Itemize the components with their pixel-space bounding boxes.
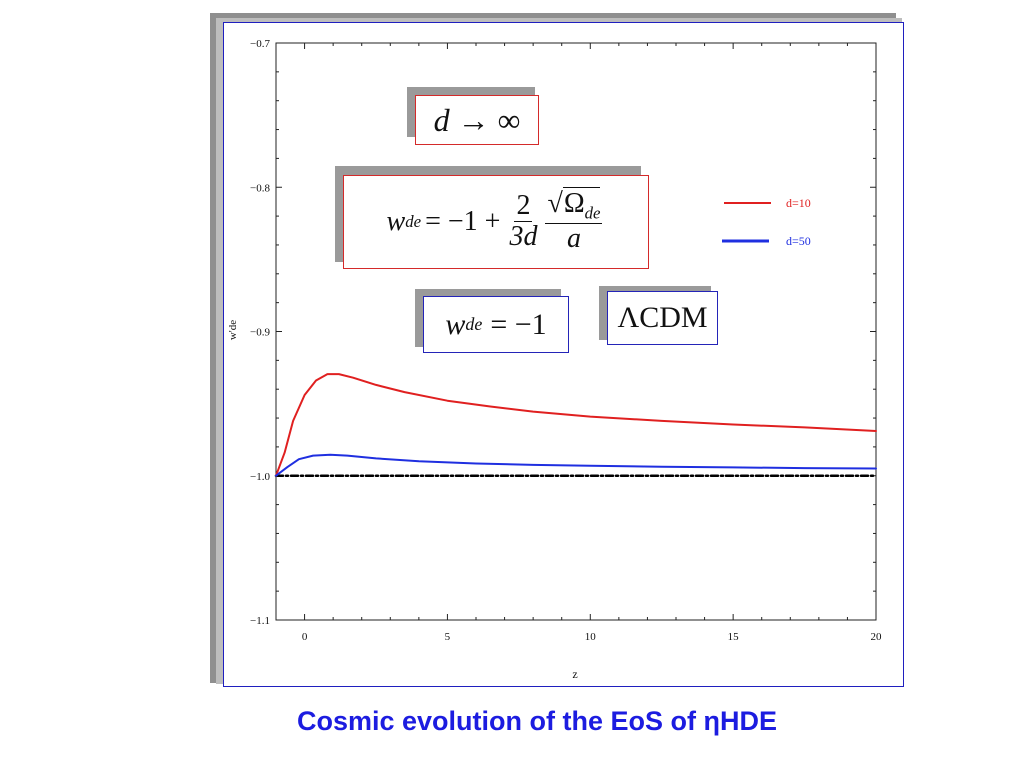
wde-rhs: = −1	[490, 307, 547, 341]
series-line-d50	[275, 453, 877, 477]
formula-eq: = −1 +	[425, 206, 501, 237]
formula-omega-sub: de	[584, 204, 601, 224]
wde-w: w	[445, 307, 466, 341]
limit-arrow: →	[457, 101, 490, 138]
y-tick-label: −0.9	[250, 327, 270, 339]
y-tick-label: −0.7	[250, 38, 270, 50]
formula-root-fraction: √Ωde a	[545, 187, 603, 254]
formula-fraction: 2 3d	[507, 191, 539, 252]
axes: 0 5 10 15 20 −1.1 −1.0 −0.9 −0.8 −0.7	[250, 38, 882, 643]
formula-w-sub: de	[405, 212, 422, 231]
x-tick-label: 0	[302, 631, 308, 643]
formula-den: 3d	[509, 220, 538, 252]
x-tick-label: 15	[728, 631, 740, 643]
wde-sub: de	[465, 314, 483, 334]
y-tick-label: −0.8	[250, 182, 270, 194]
sqrt-body: Ωde	[562, 187, 601, 222]
formula-a: a	[566, 222, 581, 254]
y-tick-label: −1.1	[250, 615, 270, 627]
y-tick-label: −1.0	[250, 471, 270, 483]
legend-label-d10: d=10	[786, 196, 811, 210]
formula-w: w	[386, 206, 406, 237]
x-tick-label: 5	[445, 631, 451, 643]
sqrt-sign: √	[547, 188, 563, 220]
formula-omega: Ω	[563, 188, 585, 220]
chart-frame	[223, 22, 904, 687]
wde-minus-one-annotation: w de = −1	[423, 296, 569, 353]
lcdm-label: ΛCDM	[617, 301, 708, 334]
x-tick-label: 10	[585, 631, 597, 643]
legend-label-d50: d=50	[786, 234, 811, 248]
series-group	[274, 373, 878, 477]
limit-annotation: d → ∞	[415, 95, 539, 145]
series-line-d10	[275, 373, 877, 477]
infinity-symbol: ∞	[497, 101, 521, 138]
eos-formula: w de = −1 + 2 3d √Ωde a	[343, 175, 649, 269]
formula-num: 2	[514, 190, 533, 222]
lcdm-annotation: ΛCDM	[607, 291, 718, 345]
x-tick-label: 20	[871, 631, 883, 643]
formula-root: √Ωde	[545, 187, 603, 224]
plot-area-border	[275, 42, 877, 621]
y-axis-label: w'de	[227, 320, 239, 340]
limit-d: d	[433, 101, 450, 138]
slide-caption: Cosmic evolution of the EoS of ηHDE	[296, 706, 777, 736]
x-axis-label: z	[572, 667, 577, 681]
legend: d=10 d=50	[722, 196, 811, 248]
